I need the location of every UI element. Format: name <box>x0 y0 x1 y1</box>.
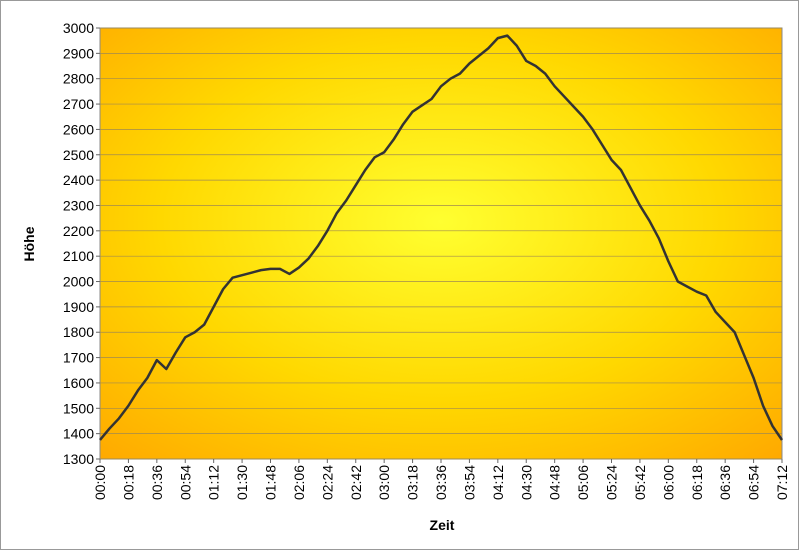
x-tick-label: 03:00 <box>376 465 392 500</box>
x-tick-label: 02:42 <box>348 465 364 500</box>
x-tick-label: 01:30 <box>234 465 250 500</box>
x-tick-label: 04:30 <box>518 465 534 500</box>
x-tick-label: 03:36 <box>433 465 449 500</box>
y-tick-label: 2300 <box>63 197 94 213</box>
y-tick-label: 3000 <box>63 20 94 36</box>
y-tick-label: 1700 <box>63 350 94 366</box>
x-tick-label: 04:12 <box>490 465 506 500</box>
y-tick-label: 2200 <box>63 223 94 239</box>
x-tick-label: 03:54 <box>461 465 477 500</box>
y-tick-label: 1500 <box>63 400 94 416</box>
y-tick-label: 2500 <box>63 147 94 163</box>
x-tick-label: 06:00 <box>660 465 676 500</box>
y-tick-label: 2000 <box>63 274 94 290</box>
x-tick-label: 00:36 <box>149 465 165 500</box>
y-tick-label: 1800 <box>63 324 94 340</box>
y-tick-label: 1400 <box>63 426 94 442</box>
y-tick-label: 1900 <box>63 299 94 315</box>
x-tick-label: 02:24 <box>319 465 335 500</box>
x-tick-label: 01:48 <box>263 465 279 500</box>
y-axis-label: Höhe <box>21 226 37 261</box>
y-tick-label: 2100 <box>63 248 94 264</box>
x-tick-label: 00:18 <box>120 465 136 500</box>
x-tick-label: 00:00 <box>92 465 108 500</box>
x-axis-label: Zeit <box>430 517 455 533</box>
x-tick-label: 02:06 <box>291 465 307 500</box>
x-tick-label: 00:54 <box>177 465 193 500</box>
x-tick-label: 05:42 <box>632 465 648 500</box>
y-tick-label: 2900 <box>63 45 94 61</box>
y-tick-label: 2600 <box>63 121 94 137</box>
x-tick-label: 03:18 <box>405 465 421 500</box>
x-tick-label: 05:06 <box>575 465 591 500</box>
x-tick-label: 07:12 <box>774 465 790 500</box>
y-tick-label: 1600 <box>63 375 94 391</box>
x-tick-label: 06:36 <box>717 465 733 500</box>
plot-area <box>99 27 783 460</box>
y-tick-label: 2800 <box>63 71 94 87</box>
x-tick-label: 04:48 <box>547 465 563 500</box>
x-tick-label: 05:24 <box>604 465 620 500</box>
x-tick-label: 06:18 <box>689 465 705 500</box>
y-tick-label: 2700 <box>63 96 94 112</box>
data-line <box>99 34 784 441</box>
y-tick-label: 2400 <box>63 172 94 188</box>
y-tick-label: 1300 <box>63 451 94 467</box>
x-tick-label: 01:12 <box>206 465 222 500</box>
x-tick-label: 06:54 <box>746 465 762 500</box>
